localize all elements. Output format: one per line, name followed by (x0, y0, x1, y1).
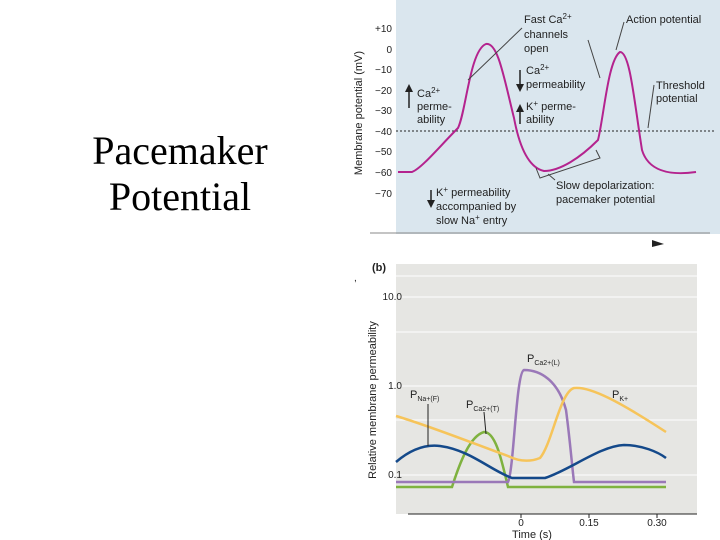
label-p-ca-t: PCa2+(T) (466, 399, 499, 413)
label-p-na: PNa+(F) (410, 389, 439, 403)
label-leader (483, 411, 487, 435)
annotation-action-potential: Action potential (626, 14, 701, 26)
panel-a: +10 0 −10 −20 −30 −40 −50 −60 −70 Membra… (353, 0, 720, 247)
series-k-curve (395, 386, 667, 462)
annotation-fast-ca: Fast Ca2+ (524, 12, 572, 26)
annotation-ca-left: Ca2+ (417, 86, 441, 100)
up-arrow-icon (516, 104, 524, 112)
annotation-ca-permeability-2: permeability (526, 79, 586, 91)
panel-b-label: (b) (372, 262, 386, 274)
slide-title-line1: Pacemaker (92, 128, 268, 173)
panel-b-mark: , (354, 273, 357, 284)
panel-b-background (396, 264, 697, 514)
x-tick: 0.30 (647, 518, 667, 529)
panel-b-gridlines (396, 275, 697, 476)
annotation-k-bottom-2: accompanied by (436, 201, 517, 213)
y-tick: 10.0 (383, 292, 403, 303)
annotation-ca-permeability: Ca2+ (526, 63, 550, 77)
down-arrow-icon (516, 84, 524, 92)
annotation-threshold: Threshold (656, 80, 705, 92)
y-tick: −40 (375, 127, 392, 138)
label-p-k: PK+ (612, 389, 628, 403)
series-ca-t-curve (396, 430, 666, 489)
panel-a-time-arrow-icon (652, 240, 664, 247)
slide-title: Pacemaker Potential (40, 128, 320, 220)
y-tick: −20 (375, 86, 392, 97)
y-tick: −70 (375, 189, 392, 200)
annotation-fast-ca-open: open (524, 43, 548, 55)
panel-a-y-ticks: +10 0 −10 −20 −30 −40 −50 −60 −70 (375, 24, 392, 200)
membrane-potential-trace (398, 43, 697, 175)
panel-a-y-axis-label: Membrane potential (mV) (353, 51, 365, 175)
y-tick: −60 (375, 168, 392, 179)
panel-b-x-axis-label: Time (s) (512, 529, 552, 540)
y-tick: 1.0 (388, 381, 402, 392)
series-na-curve (395, 443, 667, 480)
y-tick: +10 (375, 24, 392, 35)
label-p-ca-l: PCa2+(L) (527, 353, 560, 367)
slide-title-line2: Potential (108, 174, 252, 219)
x-tick: 0 (518, 518, 524, 529)
y-tick: −50 (375, 147, 392, 158)
series-ca-l-curve (396, 368, 666, 484)
y-tick: −10 (375, 65, 392, 76)
panel-b-y-axis-label: Relative membrane permeability (367, 321, 379, 479)
panel-b: (b) , 10.0 1.0 0.1 Relative membrane per… (354, 262, 697, 540)
panel-a-background (396, 0, 720, 234)
annotation-k-permeability-2: ability (526, 114, 555, 126)
up-arrow-icon (405, 84, 413, 92)
y-tick: 0.1 (388, 470, 402, 481)
y-tick: 0 (386, 45, 392, 56)
down-arrow-icon (427, 200, 435, 208)
y-tick: −30 (375, 106, 392, 117)
panel-a-arrows (405, 70, 524, 208)
x-tick: 0.15 (579, 518, 599, 529)
annotation-pacemaker-potential: pacemaker potential (556, 194, 655, 206)
annotation-k-bottom: K+ permeability (436, 185, 511, 199)
annotation-ca-left-3: ability (417, 114, 446, 126)
annotation-ca-left-2: perme- (417, 101, 452, 113)
annotation-k-bottom-3: slow Na+ entry (436, 213, 508, 227)
panel-a-leaders (467, 21, 655, 181)
annotation-k-permeability: K+ perme- (526, 99, 576, 113)
annotation-threshold-potential: potential (656, 93, 698, 105)
annotation-fast-ca-channels: channels (524, 29, 569, 41)
annotation-slow-depolarization: Slow depolarization: (556, 180, 654, 192)
